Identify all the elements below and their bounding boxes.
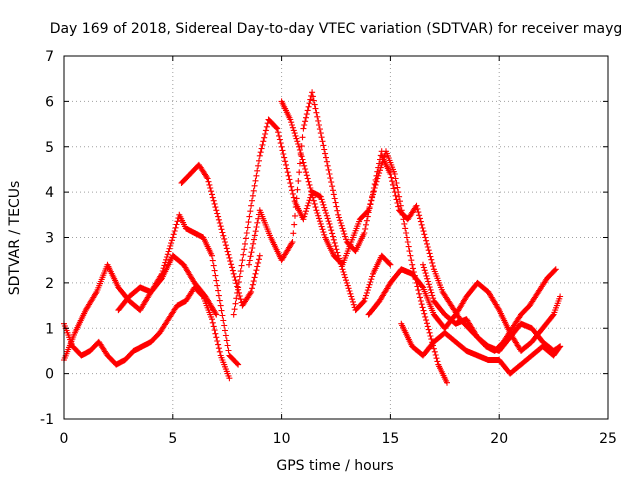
point-markers (420, 261, 564, 354)
series-sat-f (246, 89, 385, 268)
series-sat-j (398, 320, 564, 377)
y-tick-label: 2 (45, 276, 54, 292)
x-tick-label: 20 (490, 431, 508, 447)
y-tick-label: 0 (45, 367, 54, 383)
y-tick-label: 6 (45, 94, 54, 110)
y-tick-label: 1 (45, 321, 54, 337)
series-sat-k (420, 261, 564, 354)
series-sat-i (365, 266, 564, 354)
point-markers (178, 161, 263, 309)
y-axis-label: SDTVAR / TECUs (7, 181, 23, 296)
point-markers (278, 98, 450, 386)
y-tick-label: 7 (45, 49, 54, 65)
chart-title: Day 169 of 2018, Sidereal Day-to-day VTE… (50, 21, 623, 37)
x-tick-label: 5 (168, 431, 177, 447)
x-tick-label: 0 (60, 431, 69, 447)
x-axis-label: GPS time / hours (276, 458, 393, 474)
series-sat-g (278, 98, 450, 386)
x-tick-label: 10 (273, 431, 291, 447)
data-points (61, 89, 564, 386)
series-sat-c (115, 211, 242, 368)
series-sat-d (178, 161, 263, 309)
y-tick-label: -1 (40, 412, 54, 428)
y-tick-label: 3 (45, 231, 54, 247)
series-sat-e (230, 116, 394, 318)
y-tick-label: 5 (45, 140, 54, 156)
point-markers (398, 320, 564, 377)
x-tick-label: 25 (599, 431, 617, 447)
point-markers (246, 89, 385, 268)
point-markers (365, 266, 564, 354)
point-markers (115, 211, 242, 368)
y-tick-label: 4 (45, 185, 54, 201)
x-tick-label: 15 (381, 431, 399, 447)
point-markers (230, 116, 394, 318)
axes: 0 5 10 15 20 25 -1 0 1 2 3 4 5 6 7 (40, 49, 617, 447)
grid (64, 56, 608, 419)
